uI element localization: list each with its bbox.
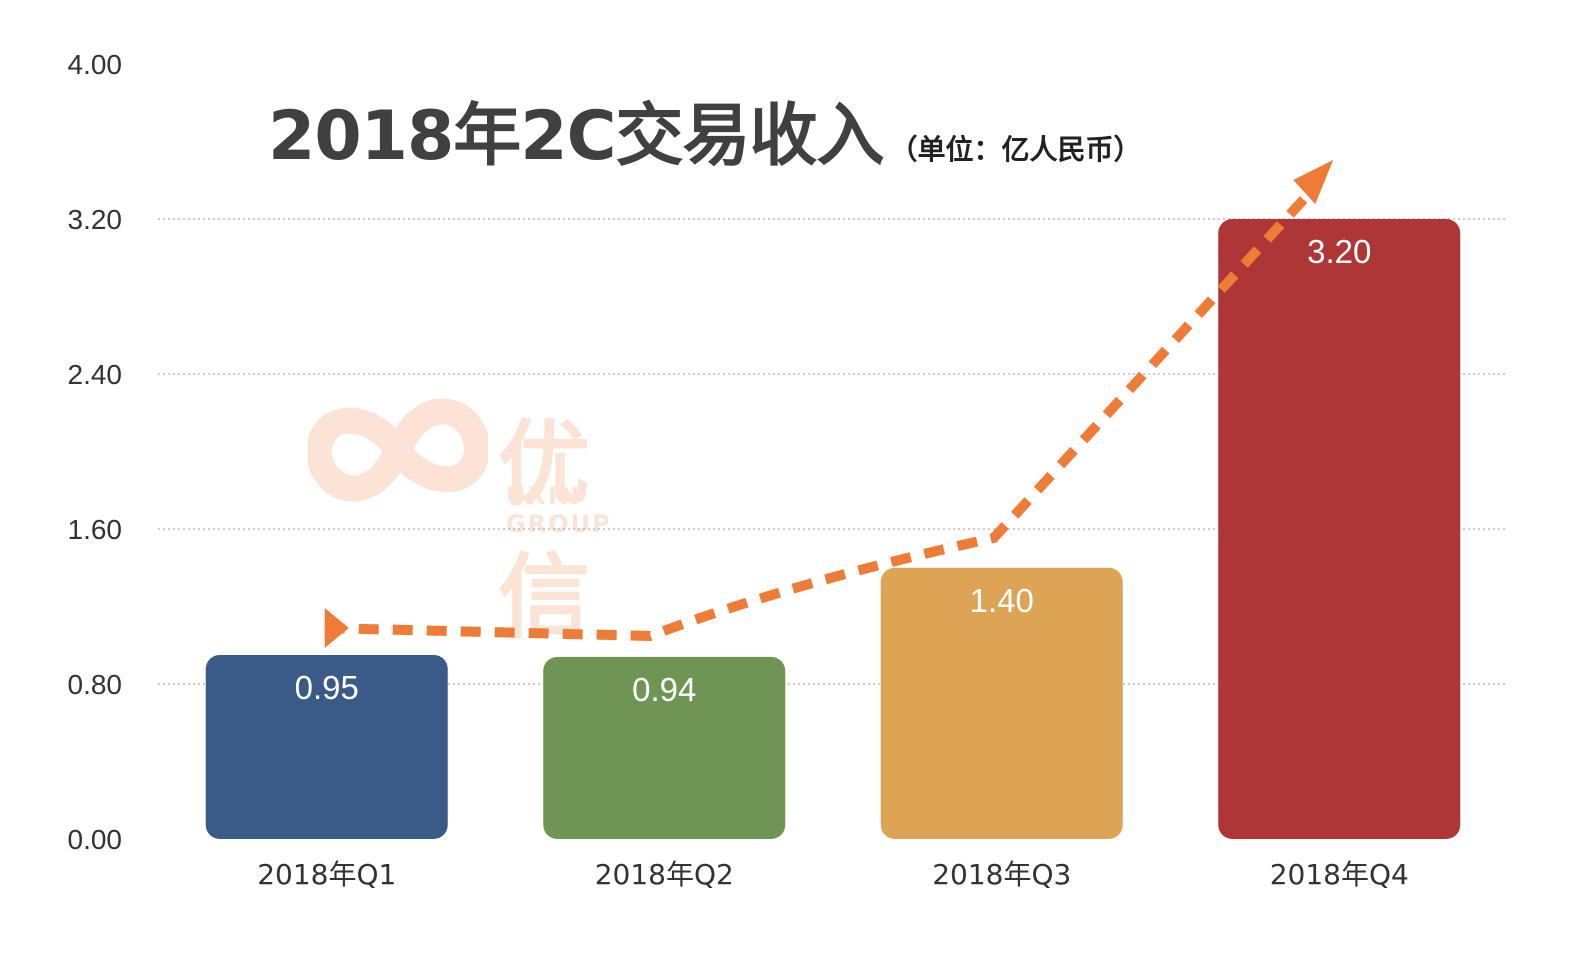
value-label: 0.95	[295, 669, 359, 706]
y-tick-label: 4.00	[68, 49, 123, 80]
chart-title: 2018年2C交易收入	[268, 97, 884, 176]
bar	[543, 656, 786, 839]
uxin-logo-icon	[306, 398, 490, 502]
y-tick-label: 3.20	[68, 204, 123, 235]
x-axis-ticks: 2018年Q1 2018年Q2 2018年Q3 2018年Q4	[257, 858, 1409, 891]
trend-arrow-head-icon	[1293, 160, 1334, 204]
y-tick-label: 1.60	[68, 514, 123, 545]
value-label: 1.40	[970, 582, 1034, 619]
value-label: 3.20	[1307, 233, 1371, 270]
y-tick-label: 2.40	[68, 359, 123, 390]
chart-title-block: 2018年2C交易收入 （单位：亿人民币）	[268, 80, 1142, 179]
bars	[205, 219, 1461, 839]
x-tick-label: 2018年Q4	[1270, 858, 1409, 891]
bar	[1218, 219, 1461, 839]
trend-arrow	[324, 160, 1334, 648]
y-axis-ticks: 0.00 0.80 1.60 2.40 3.20 4.00	[68, 49, 123, 855]
watermark-brand-en: UXIN GROUP	[506, 482, 612, 538]
trend-arrow-tail-icon	[324, 608, 349, 648]
bar	[880, 567, 1123, 839]
y-tick-label: 0.80	[68, 669, 123, 700]
x-tick-label: 2018年Q3	[932, 858, 1071, 891]
trend-line	[324, 186, 1316, 642]
value-label: 0.94	[632, 671, 696, 708]
y-tick-label: 0.00	[68, 824, 123, 855]
x-tick-label: 2018年Q1	[257, 858, 396, 891]
chart-subtitle: （单位：亿人民币）	[889, 133, 1142, 166]
value-labels: 0.95 0.94 1.40 3.20	[295, 233, 1372, 708]
bar	[205, 654, 448, 839]
x-tick-label: 2018年Q2	[595, 858, 734, 891]
